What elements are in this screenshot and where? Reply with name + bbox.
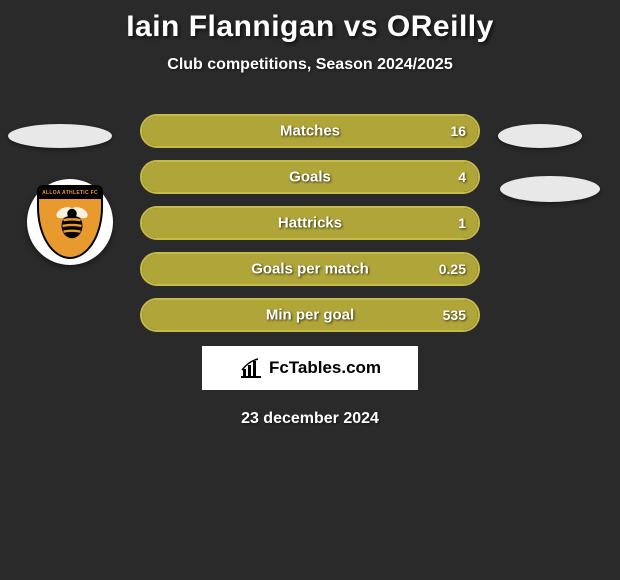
- brand-box[interactable]: FcTables.com: [202, 346, 418, 390]
- stat-bar: Min per goal 535: [140, 298, 480, 332]
- stats-bars: Matches 16 Goals 4 Hattricks 1 Goals per match…: [140, 114, 480, 332]
- avatar-placeholder: [8, 124, 112, 148]
- bar-value-right: 1: [458, 215, 466, 231]
- bar-label: Goals: [289, 169, 331, 186]
- brand-text: FcTables.com: [269, 358, 381, 378]
- stat-bar: Hattricks 1: [140, 206, 480, 240]
- wasp-icon: [53, 205, 91, 243]
- avatar-placeholder: [498, 124, 582, 148]
- page-title: Iain Flannigan vs OReilly: [0, 0, 620, 44]
- subtitle: Club competitions, Season 2024/2025: [0, 56, 620, 74]
- bar-chart-icon: [239, 357, 263, 379]
- bar-value-right: 535: [443, 307, 466, 323]
- date-label: 23 december 2024: [0, 410, 620, 428]
- bar-label: Matches: [280, 123, 340, 140]
- avatar-placeholder: [500, 176, 600, 202]
- bar-value-right: 4: [458, 169, 466, 185]
- crest-text: ALLOA ATHLETIC FC: [39, 187, 101, 199]
- bar-value-right: 0.25: [439, 261, 466, 277]
- bar-value-right: 16: [450, 123, 466, 139]
- bar-label: Hattricks: [278, 215, 342, 232]
- crest-shield: ALLOA ATHLETIC FC: [37, 185, 103, 259]
- bar-label: Goals per match: [251, 261, 369, 278]
- team-crest-left: ALLOA ATHLETIC FC: [27, 179, 113, 265]
- stat-bar: Matches 16: [140, 114, 480, 148]
- bar-label: Min per goal: [266, 307, 354, 324]
- stat-bar: Goals 4: [140, 160, 480, 194]
- stat-bar: Goals per match 0.25: [140, 252, 480, 286]
